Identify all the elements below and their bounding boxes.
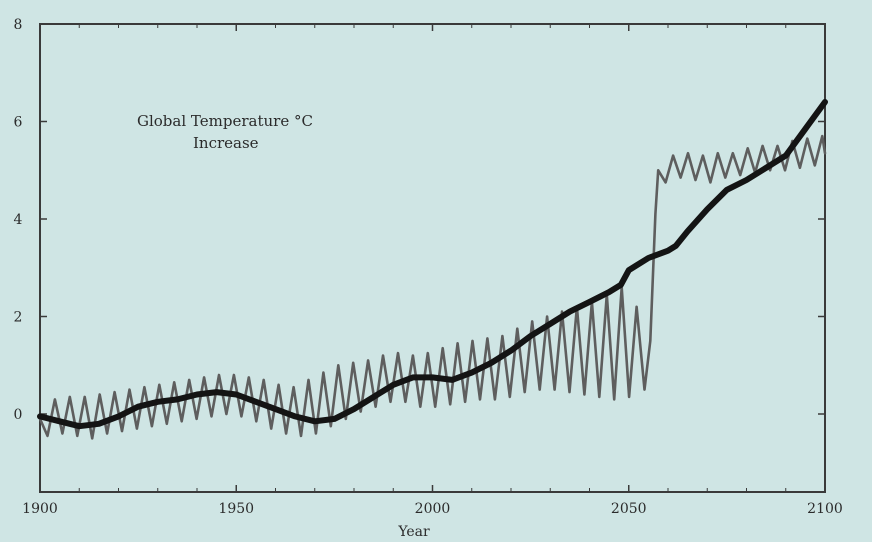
- x-tick-label-2050: 2050: [611, 501, 647, 517]
- plot-area: [39, 23, 826, 493]
- series-line-oscillating: [38, 134, 827, 440]
- x-tick-label-1950: 1950: [218, 501, 254, 517]
- x-tick-label-2000: 2000: [415, 501, 451, 517]
- y-tick-label-2: 2: [14, 310, 23, 326]
- x-axis-title: Year: [397, 524, 430, 540]
- series-group: [37, 99, 828, 440]
- y-tick-label-6: 6: [14, 115, 23, 131]
- y-tick-label-0: 0: [14, 407, 23, 423]
- y-tick-label-4: 4: [14, 212, 23, 228]
- series-line-smoothed-trend: [37, 99, 828, 430]
- annotation-line-1: Global Temperature °C: [137, 112, 313, 130]
- axis-ticks: [39, 23, 826, 492]
- annotation-line-2: Increase: [193, 134, 259, 152]
- tick-labels: 1900 1950 2000 2050 2100 0 2 4 6 8: [14, 17, 843, 517]
- x-tick-label-1900: 1900: [22, 501, 58, 517]
- x-tick-label-2100: 2100: [807, 501, 843, 517]
- y-tick-label-8: 8: [14, 17, 23, 33]
